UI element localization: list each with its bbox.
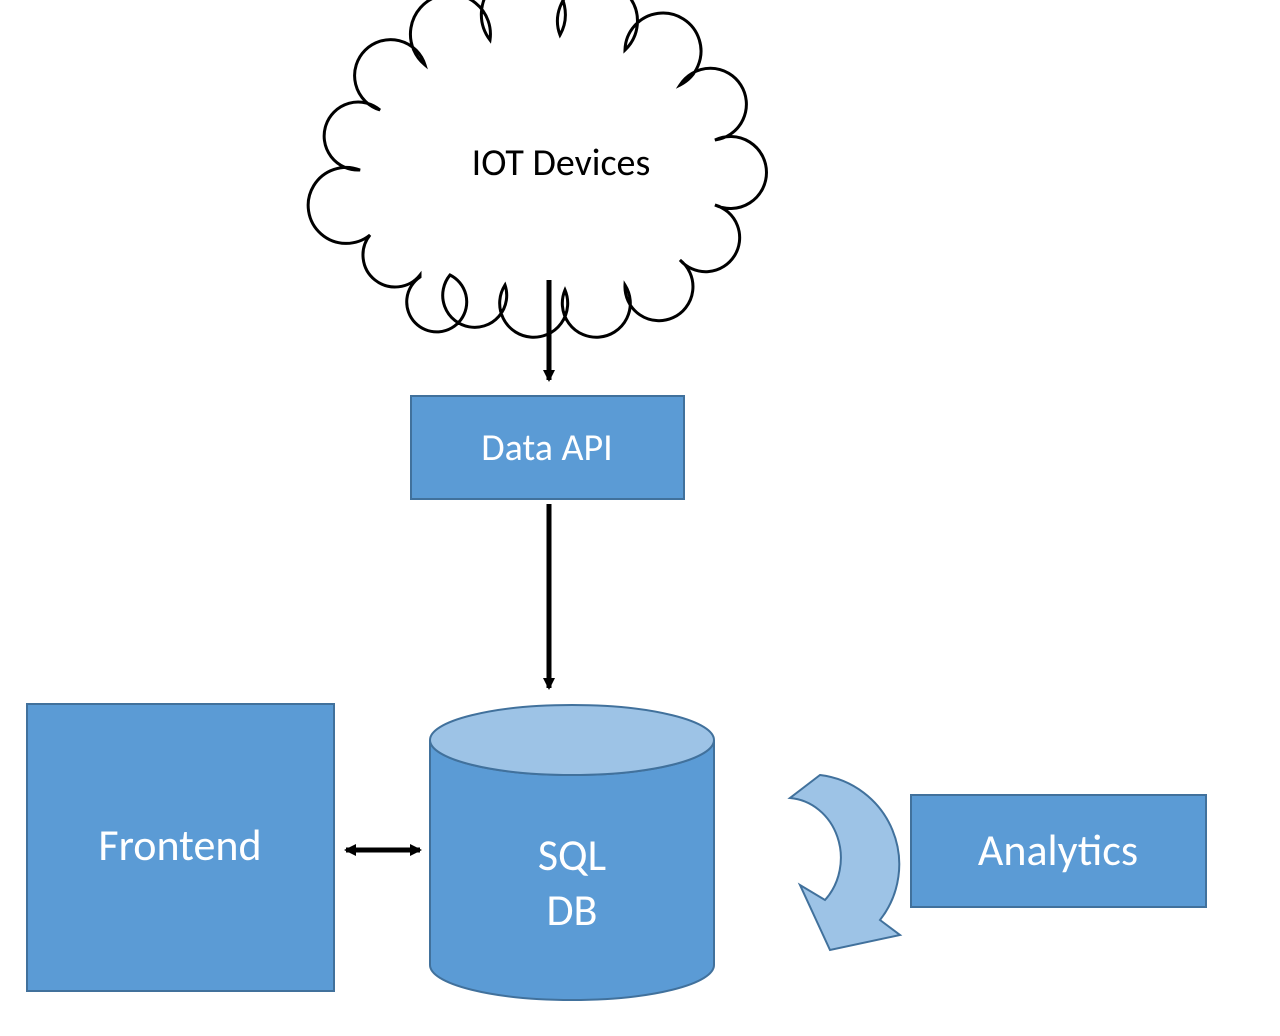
iot-devices-label: IOT Devices: [472, 140, 651, 186]
data-api-label: Data API: [481, 425, 612, 471]
sql-db-node: SQL DB: [430, 705, 714, 1000]
analytics-node: Analytics: [911, 795, 1206, 907]
architecture-diagram: IOT Devices Data API Frontend SQL DB Ana…: [0, 0, 1280, 1036]
sql-db-label-line1: SQL: [538, 828, 606, 882]
analytics-label: Analytics: [978, 823, 1138, 877]
iot-devices-node: IOT Devices: [308, 0, 766, 337]
data-api-node: Data API: [411, 396, 684, 499]
frontend-label: Frontend: [98, 818, 261, 872]
frontend-node: Frontend: [27, 704, 334, 991]
edge-db-analytics-curve: [790, 775, 900, 950]
sql-db-label-line2: DB: [546, 883, 597, 937]
